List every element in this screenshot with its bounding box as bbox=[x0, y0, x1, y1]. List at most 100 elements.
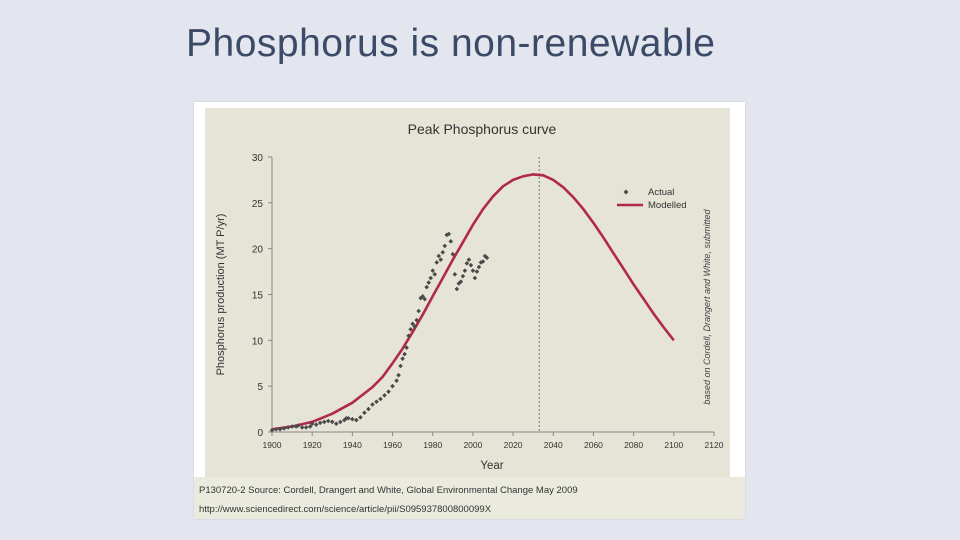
actual-data-point bbox=[400, 356, 405, 361]
actual-data-point bbox=[398, 363, 403, 369]
actual-data-point bbox=[309, 421, 315, 427]
actual-data-point bbox=[273, 426, 279, 432]
x-tick-label: 2000 bbox=[463, 440, 482, 450]
actual-data-point bbox=[430, 268, 436, 273]
x-tick-label: 2100 bbox=[664, 440, 683, 450]
actual-data-point bbox=[468, 262, 474, 268]
actual-data-point bbox=[396, 372, 401, 378]
actual-data-point bbox=[472, 275, 478, 281]
actual-data-point bbox=[440, 250, 446, 255]
actual-data-point bbox=[285, 425, 291, 430]
actual-data-point bbox=[436, 253, 442, 259]
actual-data-point bbox=[464, 261, 470, 266]
source-url: http://www.sciencedirect.com/science/art… bbox=[199, 504, 492, 515]
x-tick-label: 1900 bbox=[263, 440, 282, 450]
x-tick-label: 1960 bbox=[383, 440, 402, 450]
actual-data-point bbox=[346, 415, 351, 421]
x-tick-label: 1920 bbox=[303, 440, 322, 450]
actual-data-point bbox=[474, 269, 480, 274]
actual-data-point bbox=[325, 418, 331, 424]
modelled-series-line bbox=[271, 173, 675, 431]
actual-data-point bbox=[374, 399, 379, 405]
actual-data-point bbox=[303, 425, 309, 430]
actual-data-point bbox=[404, 345, 409, 350]
actual-data-point bbox=[434, 260, 440, 265]
actual-data-point bbox=[480, 259, 486, 264]
y-tick-label: 0 bbox=[257, 428, 263, 439]
actual-data-point bbox=[442, 243, 448, 249]
actual-data-point bbox=[466, 257, 472, 262]
actual-data-point bbox=[410, 321, 415, 327]
actual-data-point bbox=[448, 239, 454, 244]
actual-data-point bbox=[438, 257, 444, 262]
actual-data-point bbox=[350, 416, 355, 422]
actual-data-point bbox=[446, 231, 452, 237]
actual-data-point bbox=[458, 279, 464, 284]
actual-data-point bbox=[478, 260, 484, 265]
actual-data-point bbox=[484, 255, 490, 261]
actual-data-point bbox=[333, 421, 339, 427]
actual-data-point bbox=[358, 415, 363, 420]
x-tick-label: 1940 bbox=[343, 440, 362, 450]
actual-data-point bbox=[416, 308, 421, 314]
actual-data-point bbox=[289, 424, 295, 429]
actual-data-point bbox=[426, 280, 432, 285]
x-tick-label: 2120 bbox=[705, 440, 724, 450]
actual-data-point bbox=[428, 275, 434, 281]
actual-data-point bbox=[482, 253, 488, 259]
actual-data-point bbox=[402, 351, 407, 357]
source-side-note: based on Cordell, Drangert and White, su… bbox=[702, 208, 712, 404]
actual-data-point bbox=[462, 268, 468, 273]
actual-data-point bbox=[460, 273, 466, 279]
actual-data-point bbox=[362, 410, 367, 416]
actual-data-point bbox=[307, 424, 313, 429]
actual-data-point bbox=[366, 406, 371, 412]
actual-data-point bbox=[342, 417, 347, 423]
actual-data-point bbox=[412, 324, 417, 329]
legend-modelled-label: Modelled bbox=[648, 200, 687, 211]
actual-data-point bbox=[454, 286, 460, 292]
y-tick-label: 5 bbox=[257, 382, 263, 393]
actual-data-point bbox=[452, 272, 458, 277]
source-citation: P130720-2 Source: Cordell, Drangert and … bbox=[199, 485, 578, 496]
actual-data-point bbox=[444, 232, 450, 238]
y-tick-label: 20 bbox=[252, 245, 264, 256]
legend-actual-label: Actual bbox=[648, 187, 674, 198]
actual-data-point bbox=[378, 396, 383, 402]
actual-data-point bbox=[406, 333, 411, 339]
chart-caption: P130720-2 Source: Cordell, Drangert and … bbox=[194, 477, 745, 519]
actual-data-point bbox=[422, 296, 427, 302]
actual-data-point bbox=[470, 268, 476, 273]
y-tick-label: 25 bbox=[252, 199, 264, 210]
actual-data-point bbox=[370, 402, 375, 407]
actual-data-point bbox=[329, 419, 335, 425]
actual-data-point bbox=[321, 419, 327, 425]
x-tick-label: 1980 bbox=[423, 440, 442, 450]
actual-data-point bbox=[408, 327, 413, 332]
chart-figure: Peak Phosphorus curve 0 5 10 15 20 25 30 1900 192… bbox=[194, 102, 745, 519]
actual-data-point bbox=[394, 378, 399, 383]
chart-title: Peak Phosphorus curve bbox=[408, 121, 557, 137]
actual-data-point bbox=[414, 317, 419, 323]
actual-data-point bbox=[424, 284, 429, 290]
x-tick-label: 2060 bbox=[584, 440, 603, 450]
x-tick-label: 2020 bbox=[504, 440, 523, 450]
chart-panel bbox=[205, 108, 730, 477]
actual-data-point bbox=[476, 264, 482, 270]
x-axis-label: Year bbox=[480, 460, 503, 472]
peak-phosphorus-chart: Peak Phosphorus curve 0 5 10 15 20 25 30 1900 192… bbox=[205, 108, 730, 477]
y-tick-label: 10 bbox=[252, 336, 264, 347]
actual-data-point bbox=[386, 389, 391, 394]
y-tick-label: 15 bbox=[252, 291, 264, 302]
actual-data-point bbox=[432, 272, 438, 277]
actual-data-point bbox=[390, 383, 395, 389]
slide-title: Phosphorus is non-renewable bbox=[186, 22, 716, 65]
actual-data-point bbox=[269, 427, 275, 433]
x-tick-label: 2080 bbox=[624, 440, 643, 450]
actual-data-point bbox=[354, 417, 359, 423]
actual-data-point bbox=[338, 419, 343, 425]
y-axis-label: Phosphorus production (MT P/yr) bbox=[215, 214, 227, 376]
legend-actual-marker bbox=[623, 189, 629, 195]
x-tick-label: 2040 bbox=[544, 440, 563, 450]
actual-data-point bbox=[450, 251, 456, 257]
